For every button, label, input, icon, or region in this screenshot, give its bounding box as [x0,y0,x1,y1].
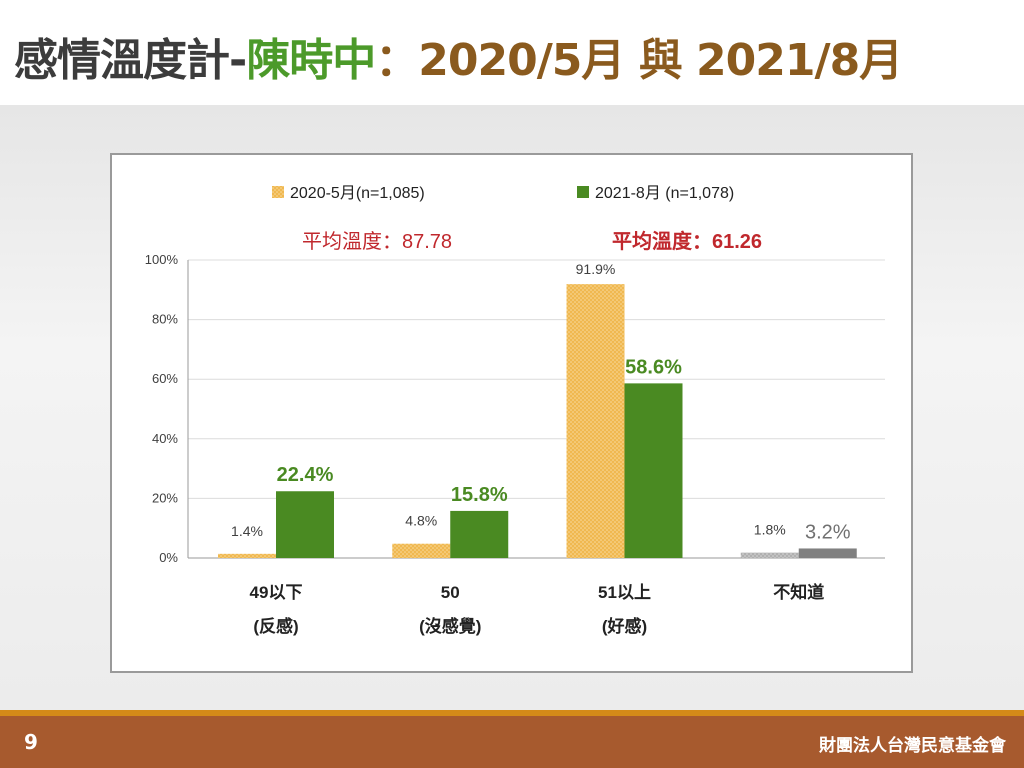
footer-accent-line [0,710,1024,716]
y-tick-label: 80% [152,312,178,327]
bar [450,510,509,558]
page-number: 9 [24,730,38,754]
category-label: 51以上 [598,583,651,602]
data-label: 4.8% [405,513,437,529]
title-dates: 2020/5月 與 2021/8月 [418,35,903,86]
legend-swatch [272,186,284,198]
data-label: 15.8% [451,484,508,506]
average-temperature: 平均溫度：61.26 [612,229,762,253]
data-label: 58.6% [625,356,682,378]
legend-swatch [577,186,589,198]
y-tick-label: 20% [152,490,178,505]
category-label: 50 [441,583,460,602]
title-colon: ： [375,35,419,86]
data-label: 1.4% [231,523,263,539]
data-label: 91.9% [576,261,616,277]
category-sublabel: (好感) [602,616,647,636]
y-tick-label: 40% [152,431,178,446]
y-tick-label: 0% [159,550,178,565]
category-label: 49以下 [250,583,303,602]
organization-name: 財團法人台灣民意基金會 [819,736,1006,756]
category-sublabel: (反感) [253,616,298,636]
data-label: 1.8% [754,522,786,538]
bar [566,284,625,558]
bar [798,548,857,558]
bar [392,543,451,558]
category-label: 不知道 [773,582,824,602]
legend-label: 2020-5月(n=1,085) [290,185,425,202]
y-tick-label: 100% [145,252,179,267]
bar [740,552,799,558]
bar [276,491,334,558]
data-label: 22.4% [277,464,334,486]
bar-chart: 0% 20% 40% 60% 80% 100% 2020-5月(n=1,085) 2021-8… [145,185,885,636]
chart-panel: 0% 20% 40% 60% 80% 100% 2020-5月(n=1,085) 2021-8… [110,153,913,673]
average-temperature: 平均溫度：87.78 [302,230,452,253]
title-name: 陳時中 [246,35,376,86]
page-title: 感情溫度計-陳時中：2020/5月 與 2021/8月 [14,24,903,88]
title-bar: 感情溫度計-陳時中：2020/5月 與 2021/8月 [0,0,1024,105]
data-label: 3.2% [805,521,851,543]
title-main: 感情溫度計- [14,35,247,86]
bar [218,553,276,558]
y-tick-label: 60% [152,371,178,386]
legend-label: 2021-8月 (n=1,078) [595,185,734,202]
category-sublabel: (沒感覺) [419,616,481,636]
bar [624,383,683,558]
footer: 9 財團法人台灣民意基金會 [0,716,1024,768]
